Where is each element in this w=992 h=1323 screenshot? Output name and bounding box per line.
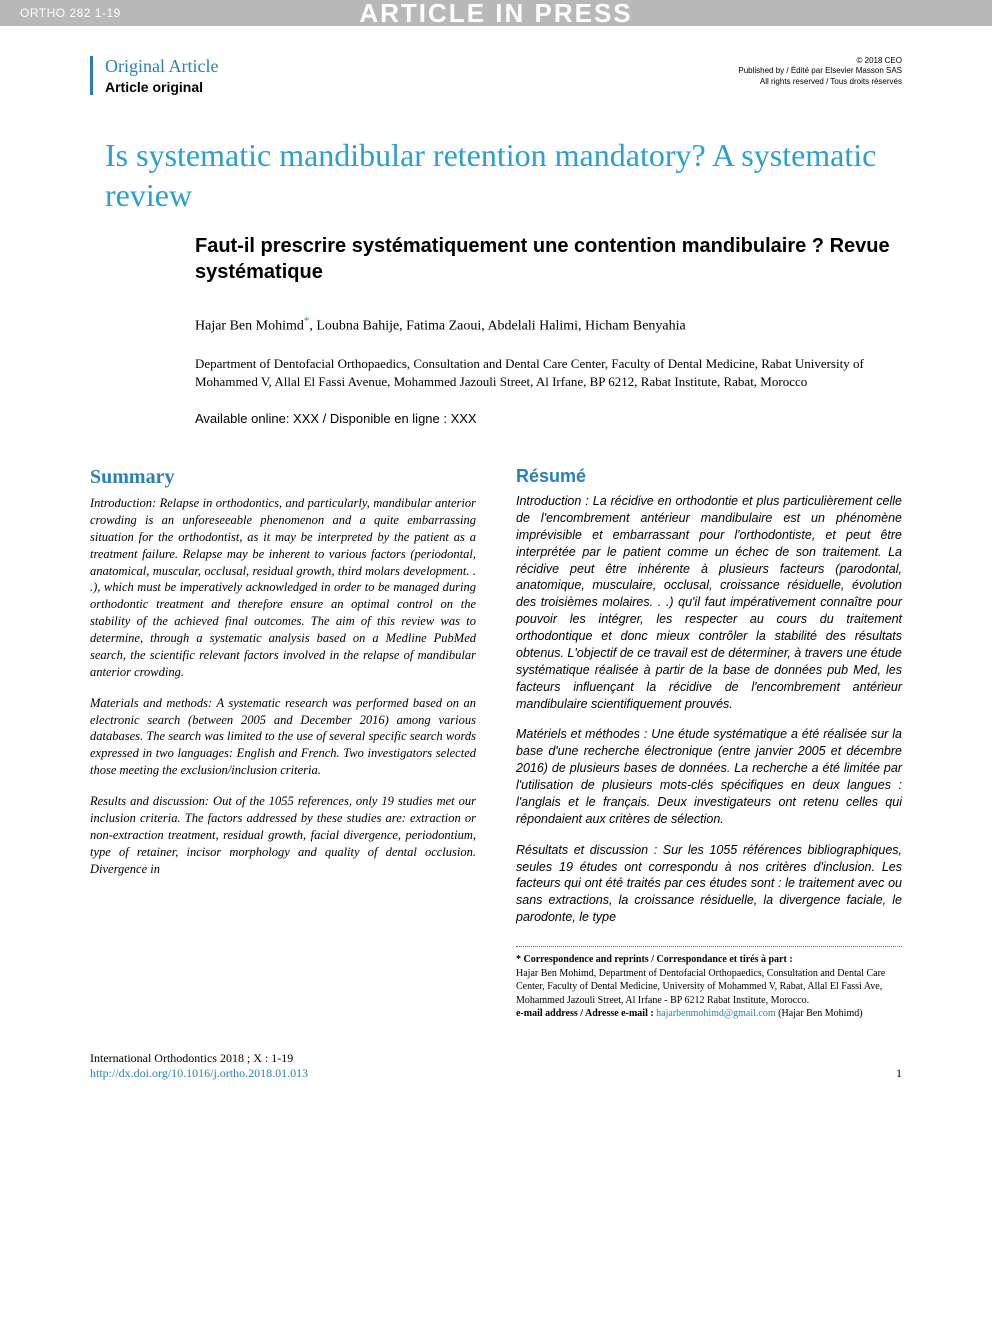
resume-heading: Résumé <box>516 466 902 487</box>
article-type-fr: Article original <box>105 79 218 95</box>
copyright-line: All rights reserved / Tous droits réserv… <box>738 77 902 87</box>
copyright-line: © 2018 CEO <box>738 56 902 66</box>
correspondence-text: Hajar Ben Mohimd, Department of Dentofac… <box>516 967 902 1008</box>
availability-line: Available online: XXX / Disponible en li… <box>90 411 902 426</box>
email-label: e-mail address / Adresse e-mail : <box>516 1008 654 1019</box>
content-wrap: Original Article Article original © 2018… <box>0 26 992 1121</box>
copyright-block: © 2018 CEO Published by / Édité par Else… <box>738 56 902 87</box>
page-header-bar: ORTHO 282 1-19 ARTICLE IN PRESS <box>0 0 992 26</box>
article-title-fr: Faut-il prescrire systématiquement une c… <box>105 233 902 285</box>
summary-text: Introduction: Relapse in orthodontics, a… <box>90 495 476 877</box>
footnote-separator <box>516 946 902 947</box>
email-link[interactable]: hajarbenmohimd@gmail.com <box>656 1008 775 1019</box>
top-meta-block: Original Article Article original © 2018… <box>90 56 902 95</box>
header-ref: ORTHO 282 1-19 <box>20 6 121 20</box>
resume-methods: Matériels et méthodes : Une étude systém… <box>516 726 902 827</box>
header-article-in-press: ARTICLE IN PRESS <box>359 0 632 29</box>
page-number: 1 <box>896 1066 902 1081</box>
affiliation-block: Department of Dentofacial Orthopaedics, … <box>90 355 902 391</box>
resume-intro: Introduction : La récidive en orthodonti… <box>516 493 902 712</box>
authors-block: Hajar Ben Mohimd*, Loubna Bahije, Fatima… <box>90 315 902 335</box>
resume-column: Résumé Introduction : La récidive en ort… <box>516 466 902 1021</box>
abstract-columns: Summary Introduction: Relapse in orthodo… <box>90 466 902 1021</box>
article-title-en: Is systematic mandibular retention manda… <box>105 135 902 215</box>
article-type-en: Original Article <box>105 56 218 77</box>
summary-intro: Introduction: Relapse in orthodontics, a… <box>90 495 476 681</box>
title-block: Is systematic mandibular retention manda… <box>90 135 902 285</box>
summary-methods: Materials and methods: A systematic rese… <box>90 695 476 779</box>
correspondence-label: * Correspondence and reprints / Correspo… <box>516 954 793 965</box>
doi-link[interactable]: http://dx.doi.org/10.1016/j.ortho.2018.0… <box>90 1066 308 1081</box>
author-primary: Hajar Ben Mohimd <box>195 319 304 334</box>
summary-results: Results and discussion: Out of the 1055 … <box>90 793 476 877</box>
journal-citation: International Orthodontics 2018 ; X : 1-… <box>90 1051 308 1066</box>
copyright-line: Published by / Édité par Elsevier Masson… <box>738 66 902 76</box>
footer-left: International Orthodontics 2018 ; X : 1-… <box>90 1051 308 1081</box>
page-footer: International Orthodontics 2018 ; X : 1-… <box>90 1051 902 1081</box>
email-suffix: (Hajar Ben Mohimd) <box>776 1008 863 1019</box>
summary-column: Summary Introduction: Relapse in orthodo… <box>90 466 476 1021</box>
authors-rest: , Loubna Bahije, Fatima Zaoui, Abdelali … <box>309 319 685 334</box>
article-type-block: Original Article Article original <box>105 56 218 95</box>
footnote-block: * Correspondence and reprints / Correspo… <box>516 953 902 1021</box>
resume-results: Résultats et discussion : Sur les 1055 r… <box>516 842 902 926</box>
summary-heading: Summary <box>90 466 476 489</box>
resume-text: Introduction : La récidive en orthodonti… <box>516 493 902 926</box>
